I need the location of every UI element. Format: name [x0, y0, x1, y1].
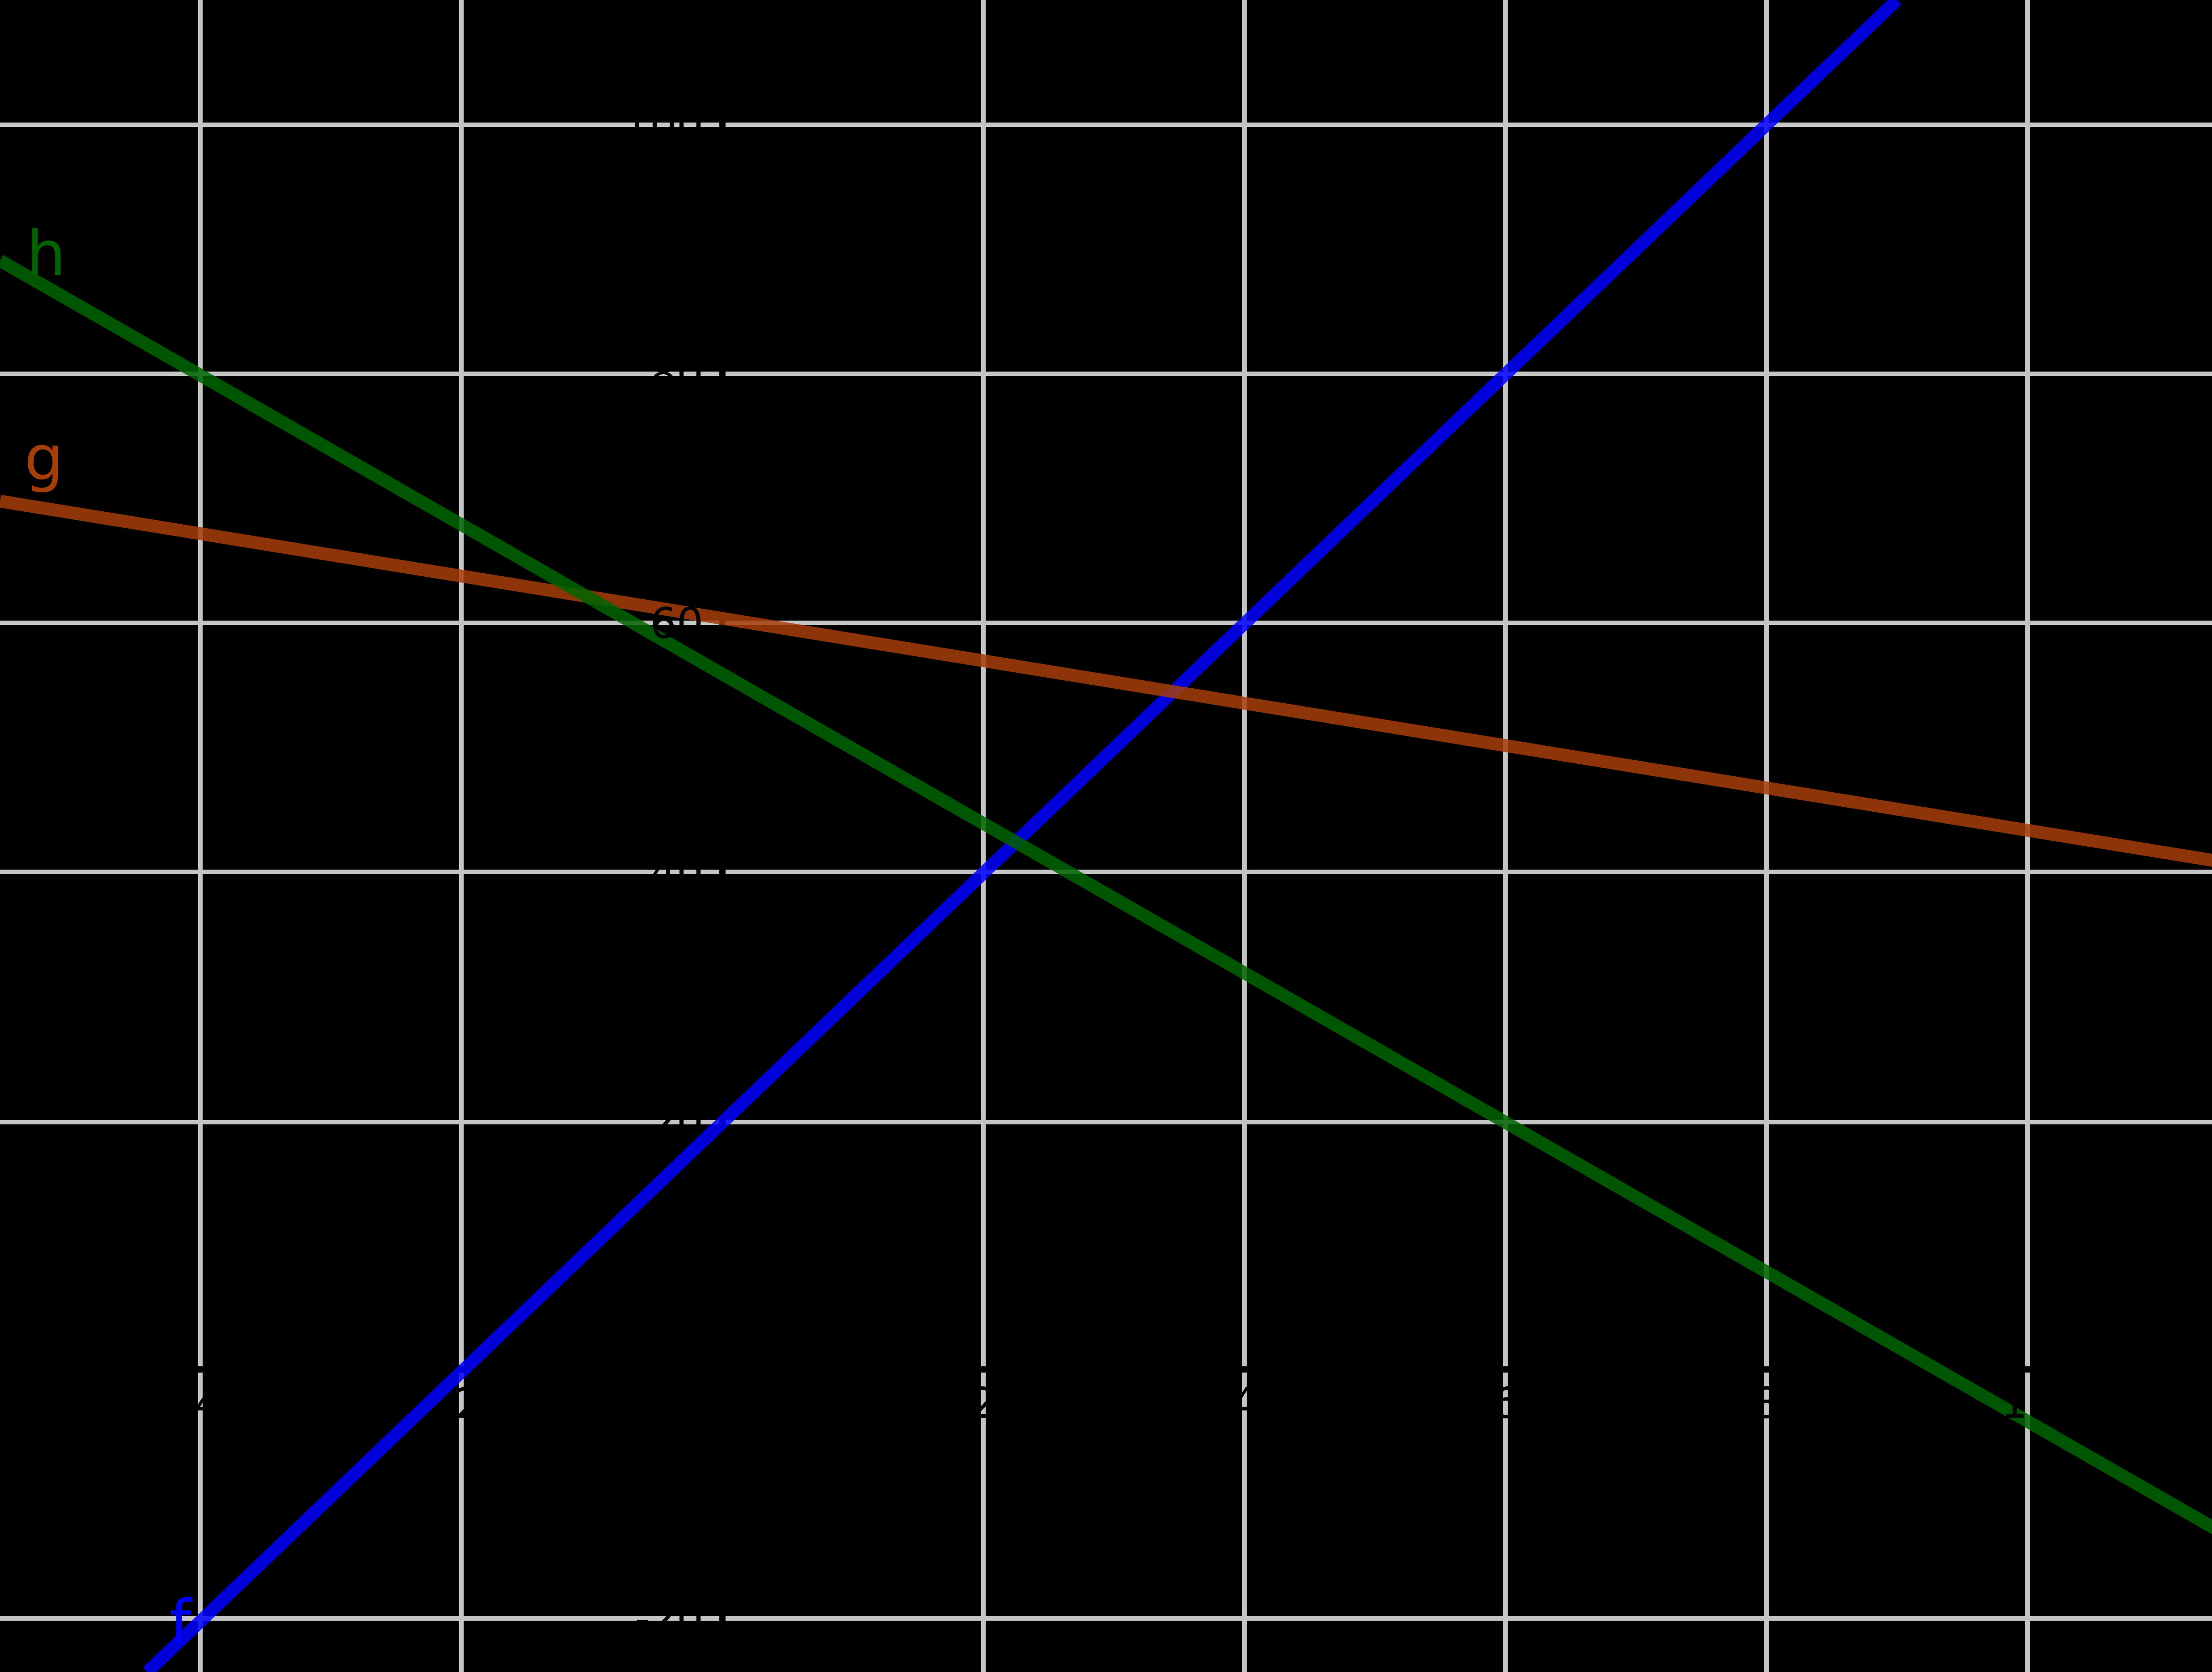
x-axis-tick-label: 4	[1231, 1379, 1258, 1428]
function-line-f[interactable]	[142, 0, 1902, 1672]
y-axis-tick-label: 40	[650, 848, 703, 897]
y-axis-tick-label: 100	[623, 101, 703, 150]
y-axis-tick-label: -20	[635, 1595, 703, 1644]
y-axis-tick-label: 80	[650, 350, 703, 399]
curve-label-g[interactable]: g	[24, 422, 64, 495]
function-line-h[interactable]	[0, 255, 2212, 1672]
curve-label-f[interactable]: f	[169, 1587, 192, 1659]
x-axis-tick-label: -4	[180, 1379, 222, 1428]
x-axis-tick-label: 2	[970, 1379, 997, 1428]
curve-labels: f g h	[24, 218, 192, 1659]
x-axis-tick-label: 8	[1753, 1379, 1780, 1428]
y-axis-tick-label: 20	[650, 1099, 703, 1147]
x-axis-tick-label: -2	[441, 1379, 483, 1428]
x-axis-tick-label: 6	[1492, 1379, 1519, 1428]
axis-tick-labels: -4-22468101210080604020-20	[180, 101, 2055, 1644]
curve-label-h[interactable]: h	[27, 218, 66, 290]
function-line-g[interactable]	[0, 495, 2212, 908]
y-axis-tick-label: 60	[650, 599, 703, 648]
x-axis-tick-label: 10	[2001, 1379, 2055, 1428]
